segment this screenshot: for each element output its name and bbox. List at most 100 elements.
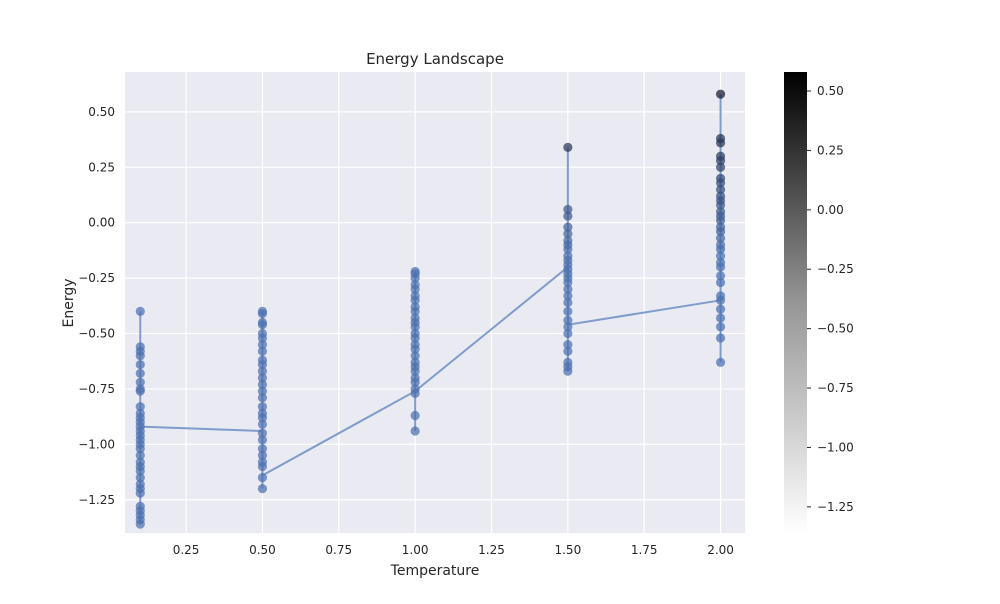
y-tick-label: −0.25: [78, 271, 115, 285]
data-point: [410, 377, 420, 387]
data-point: [257, 386, 268, 396]
x-tick-label: 1.50: [554, 543, 581, 557]
data-point: [135, 472, 145, 483]
data-point: [135, 386, 145, 396]
data-point: [715, 226, 726, 237]
data-point: [715, 244, 726, 254]
data-point: [257, 340, 268, 350]
data-point: [257, 428, 268, 438]
data-point: [715, 156, 726, 166]
data-point: [715, 277, 726, 288]
x-tick-label: 2.00: [707, 543, 734, 557]
y-axis-label: Energy: [61, 278, 77, 327]
data-point: [715, 178, 726, 188]
y-tick-label: 0.00: [88, 216, 115, 230]
data-point: [715, 357, 726, 367]
data-point: [563, 322, 573, 332]
data-point: [257, 346, 268, 356]
data-point: [257, 366, 268, 376]
data-point: [257, 484, 268, 494]
data-point: [563, 204, 573, 215]
colorbar-tick-label: −0.75: [817, 381, 854, 395]
data-point: [563, 306, 573, 316]
data-point: [135, 450, 145, 461]
data-point: [135, 402, 145, 412]
data-point: [135, 444, 145, 454]
data-point: [410, 426, 420, 436]
data-point: [563, 284, 573, 294]
data-point: [715, 271, 726, 281]
data-point: [563, 291, 573, 301]
y-tick-label: −0.50: [78, 327, 115, 341]
x-tick-label: 0.25: [173, 543, 200, 557]
data-point: [563, 244, 573, 254]
data-point: [410, 333, 420, 343]
data-point: [715, 162, 726, 172]
data-point: [563, 297, 573, 308]
colorbar-tick-label: 0.50: [817, 84, 844, 98]
data-point: [135, 377, 145, 387]
data-point: [563, 328, 573, 339]
data-point: [715, 184, 726, 195]
colorbar-tick-labels: 0.50 0.25 0.00 −0.25 −0.50 −0.75 −1.00 −1.25: [807, 84, 854, 514]
data-point: [715, 322, 726, 332]
x-tick-label: 1.25: [478, 543, 505, 557]
data-point: [257, 450, 268, 461]
data-points: [135, 89, 726, 529]
data-point: [563, 277, 573, 288]
y-tick-label: −1.25: [78, 493, 115, 507]
data-point: [257, 359, 268, 370]
data-point: [257, 333, 268, 343]
x-tick-label: 0.75: [325, 543, 352, 557]
chart-title: Energy Landscape: [366, 50, 504, 68]
y-tick-label: 0.50: [88, 105, 115, 119]
data-point: [135, 351, 145, 361]
data-point: [563, 340, 573, 350]
data-point: [257, 435, 268, 445]
x-tick-label: 0.50: [249, 543, 276, 557]
data-point: [257, 472, 268, 483]
data-point: [715, 262, 726, 272]
data-point: [257, 413, 268, 423]
colorbar-tick-label: −0.50: [817, 322, 854, 336]
data-point: [257, 308, 268, 319]
x-axis-label: Temperature: [390, 563, 480, 579]
data-point: [715, 304, 726, 314]
data-point: [410, 284, 420, 294]
x-tick-labels: 0.25 0.50 0.75 1.00 1.25 1.50 1.75 2.00: [173, 543, 734, 557]
data-point: [257, 379, 268, 390]
data-point: [563, 222, 573, 232]
data-point: [715, 200, 726, 210]
data-point: [715, 251, 726, 261]
data-point: [257, 402, 268, 412]
data-point: [135, 359, 145, 370]
data-point: [563, 211, 573, 221]
y-tick-label: −1.00: [78, 437, 115, 451]
data-point: [410, 295, 420, 305]
data-point: [410, 351, 420, 361]
data-point: [563, 142, 573, 152]
data-point: [715, 295, 726, 305]
data-point: [410, 388, 420, 398]
data-point: [715, 333, 726, 343]
colorbar-tick-label: 0.25: [817, 143, 844, 157]
plot-area: [125, 72, 745, 533]
data-point: [410, 344, 420, 354]
data-point: [257, 419, 268, 429]
colorbar-tick-label: −1.00: [817, 440, 854, 454]
data-point: [563, 315, 573, 325]
data-point: [135, 519, 145, 529]
data-point: [410, 306, 420, 316]
data-point: [715, 138, 726, 148]
data-point: [257, 320, 268, 330]
data-point: [257, 373, 268, 383]
colorbar: [784, 72, 807, 533]
y-tick-label: 0.25: [88, 160, 115, 174]
data-point: [410, 273, 420, 283]
data-point: [715, 233, 726, 243]
data-point: [715, 89, 726, 99]
data-point: [257, 461, 268, 472]
data-point: [563, 229, 573, 239]
data-point: [715, 313, 726, 323]
